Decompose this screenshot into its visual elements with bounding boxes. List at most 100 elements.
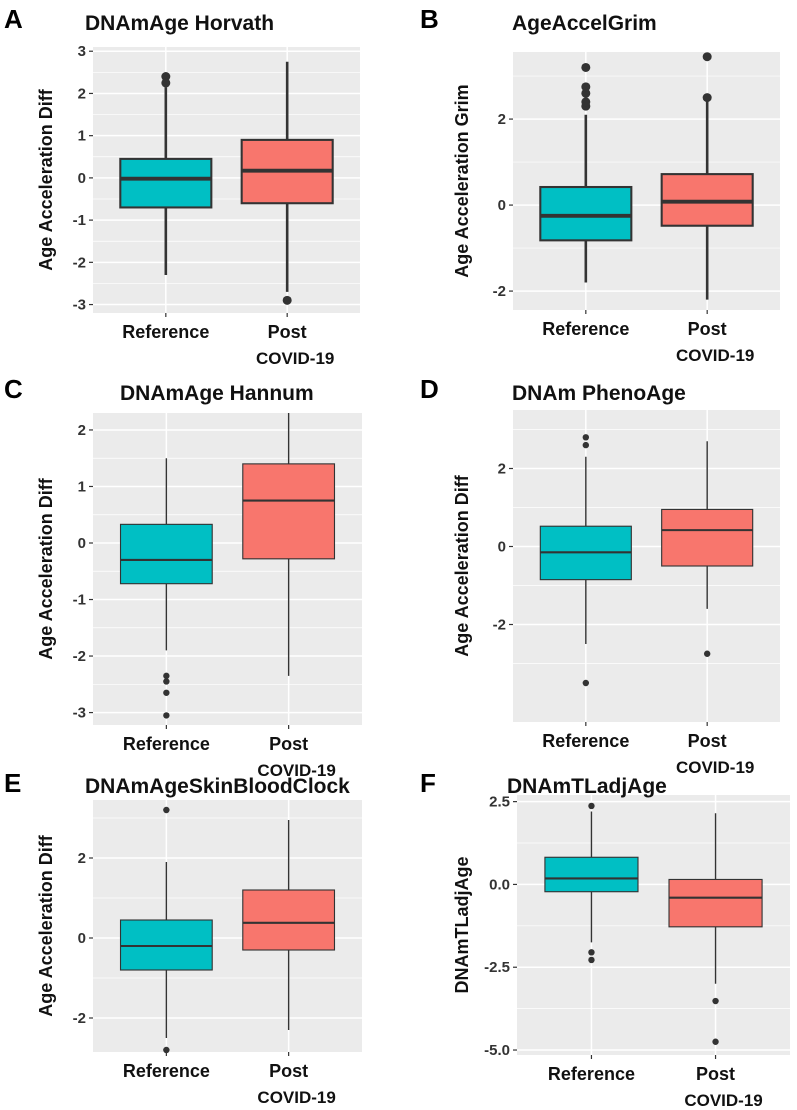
box-iqr bbox=[544, 856, 639, 893]
y-tick-label: -2 bbox=[73, 1010, 86, 1027]
y-tick-label: 0 bbox=[498, 197, 506, 214]
y-axis-label: Age Acceleration Diff bbox=[36, 834, 56, 1016]
panel-letter: B bbox=[420, 4, 439, 34]
outlier-point bbox=[582, 441, 590, 449]
box-iqr bbox=[242, 889, 336, 951]
outlier-point bbox=[588, 949, 595, 956]
y-tick-label: 0 bbox=[78, 535, 86, 552]
x-tick-label: Post bbox=[688, 319, 727, 339]
y-tick-label: 1 bbox=[78, 478, 86, 495]
outlier-point bbox=[161, 78, 171, 88]
panel-letter: E bbox=[4, 768, 21, 798]
panel-b: 2 0 -2 Reference Post COVID-19 B AgeAccelGrim Ag… bbox=[420, 4, 780, 365]
y-tick-label: 2 bbox=[498, 461, 506, 478]
outlier-point bbox=[588, 802, 595, 810]
x-tick-label: Post bbox=[269, 734, 308, 754]
y-axis-label: Age Acceleration Diff bbox=[36, 88, 56, 270]
x-tick-sublabel: COVID-19 bbox=[676, 346, 754, 365]
outlier-point bbox=[702, 52, 712, 62]
box-reference bbox=[539, 434, 632, 687]
y-tick-label: 2.5 bbox=[489, 794, 510, 811]
box-reference bbox=[119, 806, 213, 1054]
x-tick-label: Reference bbox=[123, 1061, 210, 1081]
box-post bbox=[668, 813, 763, 1045]
panel-e: 2 0 -2 Reference Post COVID-19 E DNAmAgeSkinBlo… bbox=[4, 768, 362, 1107]
x-tick-label: Post bbox=[269, 1061, 308, 1081]
y-tick-label: 0 bbox=[78, 170, 86, 187]
x-tick-label: Reference bbox=[548, 1064, 635, 1084]
outlier-point bbox=[282, 295, 292, 305]
y-tick-label: 2 bbox=[78, 85, 86, 102]
x-tick-label: Reference bbox=[542, 731, 629, 751]
box-reference bbox=[544, 802, 639, 964]
outlier-point bbox=[163, 712, 170, 719]
outlier-point bbox=[582, 679, 590, 687]
panel-letter: C bbox=[4, 374, 23, 404]
y-axis-label: DNAmTLadjAge bbox=[452, 856, 472, 993]
chart-title: DNAm PhenoAge bbox=[512, 382, 686, 405]
y-tick-label: -2 bbox=[73, 254, 86, 271]
y-tick-label: 2 bbox=[78, 850, 86, 867]
panel-letter: F bbox=[420, 768, 436, 798]
x-tick-label: Reference bbox=[122, 322, 209, 342]
panel-d: 2 0 -2 Reference Post COVID-19 D DNAm PhenoAge A… bbox=[420, 374, 780, 777]
box-post bbox=[660, 52, 754, 300]
chart-title: DNAmAge Horvath bbox=[85, 12, 274, 35]
panel-f: 2.5 0.0 -2.5 -5.0 Reference Post COVID-19 F DNAm… bbox=[420, 768, 790, 1110]
y-axis-label: Age Acceleration Diff bbox=[452, 474, 472, 656]
y-axis-label: Age Acceleration Diff bbox=[36, 477, 56, 659]
outlier-point bbox=[588, 956, 595, 964]
outlier-point bbox=[581, 97, 591, 107]
outlier-point bbox=[163, 672, 170, 680]
y-tick-label: 0 bbox=[498, 539, 506, 556]
y-tick-label: -1 bbox=[73, 592, 86, 609]
x-tick-sublabel: COVID-19 bbox=[257, 761, 335, 780]
x-tick-label: Post bbox=[268, 322, 307, 342]
outlier-point bbox=[163, 1046, 170, 1054]
box-iqr bbox=[661, 508, 754, 567]
y-tick-label: 2 bbox=[498, 111, 506, 128]
outlier-point bbox=[581, 82, 591, 92]
x-tick-label: Post bbox=[696, 1064, 735, 1084]
y-tick-label: 1 bbox=[78, 128, 86, 145]
x-tick-sublabel: COVID-19 bbox=[684, 1091, 762, 1110]
panel-letter: A bbox=[4, 4, 23, 34]
box-iqr bbox=[119, 523, 213, 585]
chart-title: DNAmAge Hannum bbox=[120, 382, 314, 405]
chart-title: AgeAccelGrim bbox=[512, 12, 657, 35]
y-tick-label: 0.0 bbox=[489, 876, 510, 893]
box-reference bbox=[119, 72, 213, 275]
panel-a: 3 2 1 0 -1 -2 -3 Reference Post COVID-19 A DNAmAge … bbox=[4, 4, 360, 368]
box-iqr bbox=[242, 463, 336, 560]
outlier-point bbox=[702, 93, 712, 103]
y-tick-label: -2 bbox=[73, 648, 86, 665]
y-tick-label: -5.0 bbox=[484, 1042, 510, 1059]
outlier-point bbox=[581, 62, 591, 72]
x-tick-label: Reference bbox=[123, 734, 210, 754]
outlier-point bbox=[163, 689, 170, 696]
box-post bbox=[242, 413, 336, 676]
box-reference bbox=[539, 62, 633, 283]
outlier-point bbox=[582, 434, 590, 441]
y-tick-label: 0 bbox=[78, 930, 86, 947]
outlier-point bbox=[712, 997, 719, 1005]
box-iqr bbox=[119, 157, 213, 209]
outlier-point bbox=[161, 72, 171, 82]
outlier-point bbox=[703, 650, 711, 657]
x-tick-sublabel: COVID-19 bbox=[676, 758, 754, 777]
y-axis-label: Age Acceleration Grim bbox=[452, 84, 472, 277]
box-post bbox=[242, 820, 336, 1030]
y-tick-label: 3 bbox=[78, 43, 86, 60]
panel-letter: D bbox=[420, 374, 439, 404]
y-tick-label: -2 bbox=[493, 617, 506, 634]
x-tick-label: Reference bbox=[542, 319, 629, 339]
chart-title: DNAmTLadjAge bbox=[507, 775, 667, 798]
panel-c: 2 1 0 -1 -2 -3 Reference Post COVID-19 C DNAmAge H… bbox=[4, 374, 362, 780]
y-tick-label: -2.5 bbox=[484, 959, 510, 976]
outlier-point bbox=[712, 1038, 719, 1045]
chart-title: DNAmAgeSkinBloodClock bbox=[85, 775, 350, 798]
box-iqr bbox=[539, 185, 633, 242]
x-tick-sublabel: COVID-19 bbox=[256, 349, 334, 368]
y-tick-label: -2 bbox=[493, 283, 506, 300]
